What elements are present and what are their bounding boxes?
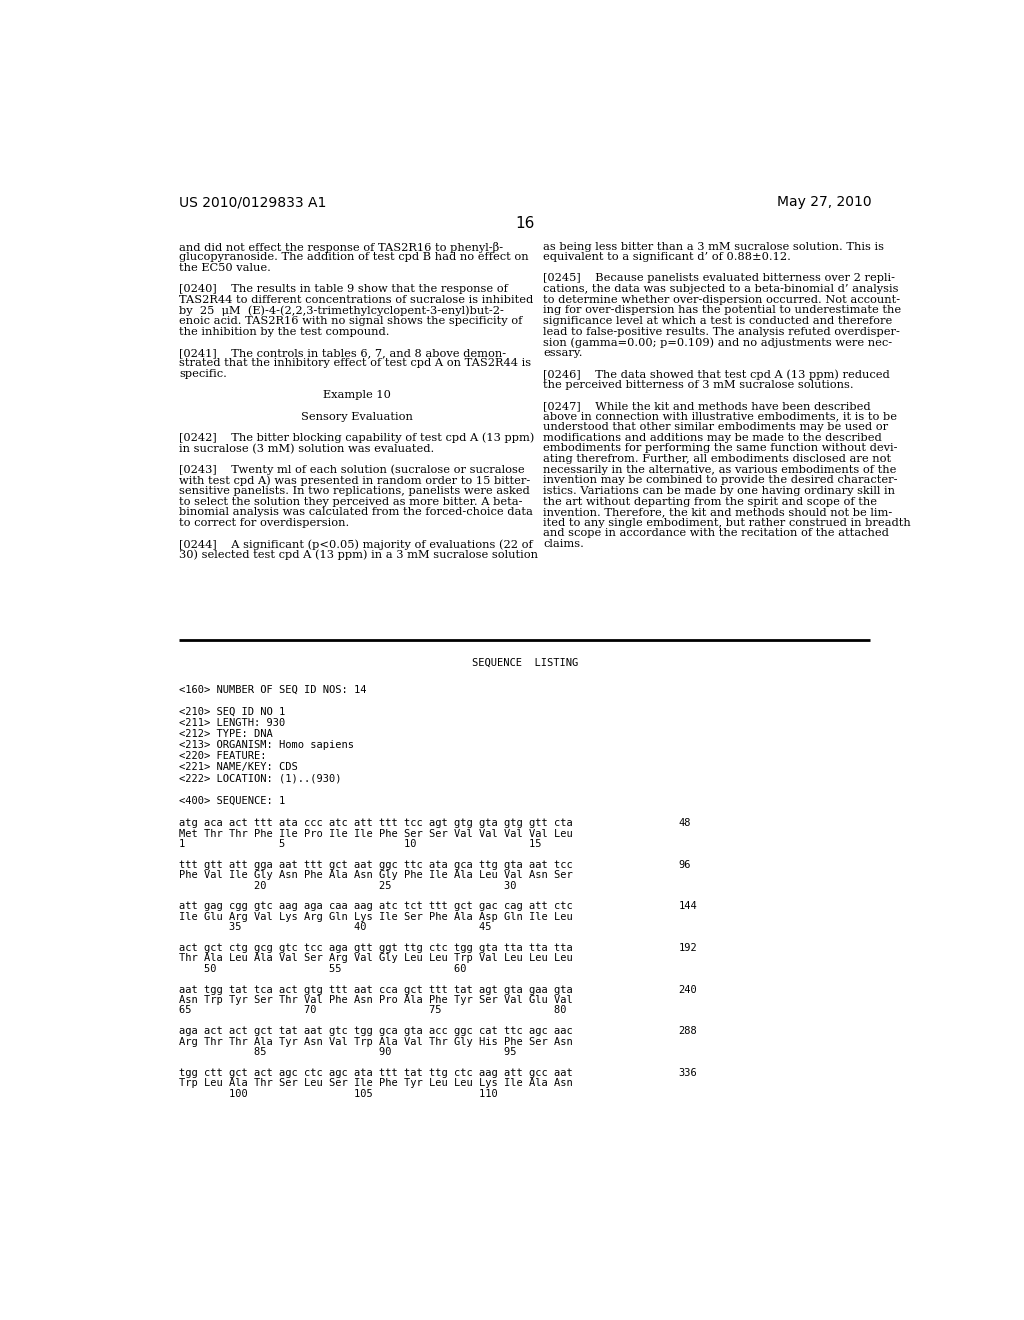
Text: the inhibition by the test compound.: the inhibition by the test compound. [179,326,390,337]
Text: act gct ctg gcg gtc tcc aga gtt ggt ttg ctc tgg gta tta tta tta: act gct ctg gcg gtc tcc aga gtt ggt ttg … [179,942,572,953]
Text: to select the solution they perceived as more bitter. A beta-: to select the solution they perceived as… [179,496,522,507]
Text: to correct for overdispersion.: to correct for overdispersion. [179,517,349,528]
Text: modifications and additions may be made to the described: modifications and additions may be made … [544,433,882,442]
Text: and did not effect the response of TAS2R16 to phenyl-β-: and did not effect the response of TAS2R… [179,242,503,252]
Text: 20                  25                  30: 20 25 30 [179,880,517,891]
Text: 100                 105                 110: 100 105 110 [179,1089,498,1098]
Text: Sensory Evaluation: Sensory Evaluation [301,412,414,421]
Text: 192: 192 [678,942,697,953]
Text: 65                  70                  75                  80: 65 70 75 80 [179,1006,566,1015]
Text: aga act act gct tat aat gtc tgg gca gta acc ggc cat ttc agc aac: aga act act gct tat aat gtc tgg gca gta … [179,1026,572,1036]
Text: <220> FEATURE:: <220> FEATURE: [179,751,266,762]
Text: essary.: essary. [544,348,583,358]
Text: [0247]    While the kit and methods have been described: [0247] While the kit and methods have be… [544,401,871,411]
Text: 35                  40                  45: 35 40 45 [179,923,492,932]
Text: Phe Val Ile Gly Asn Phe Ala Asn Gly Phe Ile Ala Leu Val Asn Ser: Phe Val Ile Gly Asn Phe Ala Asn Gly Phe … [179,870,572,880]
Text: att gag cgg gtc aag aga caa aag atc tct ttt gct gac cag att ctc: att gag cgg gtc aag aga caa aag atc tct … [179,902,572,911]
Text: with test cpd A) was presented in random order to 15 bitter-: with test cpd A) was presented in random… [179,475,530,486]
Text: 85                  90                  95: 85 90 95 [179,1047,517,1057]
Text: claims.: claims. [544,539,585,549]
Text: ttt gtt att gga aat ttt gct aat ggc ttc ata gca ttg gta aat tcc: ttt gtt att gga aat ttt gct aat ggc ttc … [179,859,572,870]
Text: [0240]    The results in table 9 show that the response of: [0240] The results in table 9 show that … [179,284,508,294]
Text: cations, the data was subjected to a beta-binomial d’ analysis: cations, the data was subjected to a bet… [544,284,899,294]
Text: ating therefrom. Further, all embodiments disclosed are not: ating therefrom. Further, all embodiment… [544,454,892,465]
Text: glucopyranoside. The addition of test cpd B had no effect on: glucopyranoside. The addition of test cp… [179,252,528,263]
Text: significance level at which a test is conducted and therefore: significance level at which a test is co… [544,315,893,326]
Text: the EC50 value.: the EC50 value. [179,263,271,273]
Text: lead to false-positive results. The analysis refuted overdisper-: lead to false-positive results. The anal… [544,326,900,337]
Text: 50                  55                  60: 50 55 60 [179,964,467,974]
Text: <221> NAME/KEY: CDS: <221> NAME/KEY: CDS [179,763,298,772]
Text: Trp Leu Ala Thr Ser Leu Ser Ile Phe Tyr Leu Leu Lys Ile Ala Asn: Trp Leu Ala Thr Ser Leu Ser Ile Phe Tyr … [179,1078,572,1088]
Text: US 2010/0129833 A1: US 2010/0129833 A1 [179,195,327,210]
Text: 1               5                   10                  15: 1 5 10 15 [179,840,542,849]
Text: atg aca act ttt ata ccc atc att ttt tcc agt gtg gta gtg gtt cta: atg aca act ttt ata ccc atc att ttt tcc … [179,818,572,828]
Text: ing for over-dispersion has the potential to underestimate the: ing for over-dispersion has the potentia… [544,305,901,315]
Text: [0246]    The data showed that test cpd A (13 ppm) reduced: [0246] The data showed that test cpd A (… [544,370,890,380]
Text: above in connection with illustrative embodiments, it is to be: above in connection with illustrative em… [544,412,897,421]
Text: embodiments for performing the same function without devi-: embodiments for performing the same func… [544,444,898,454]
Text: sion (gamma=0.00; p=0.109) and no adjustments were nec-: sion (gamma=0.00; p=0.109) and no adjust… [544,337,893,347]
Text: binomial analysis was calculated from the forced-choice data: binomial analysis was calculated from th… [179,507,534,517]
Text: <400> SEQUENCE: 1: <400> SEQUENCE: 1 [179,796,286,807]
Text: [0242]    The bitter blocking capability of test cpd A (13 ppm): [0242] The bitter blocking capability of… [179,433,535,444]
Text: and scope in accordance with the recitation of the attached: and scope in accordance with the recitat… [544,528,889,539]
Text: Asn Trp Tyr Ser Thr Val Phe Asn Pro Ala Phe Tyr Ser Val Glu Val: Asn Trp Tyr Ser Thr Val Phe Asn Pro Ala … [179,995,572,1005]
Text: sensitive panelists. In two replications, panelists were asked: sensitive panelists. In two replications… [179,486,529,496]
Text: invention. Therefore, the kit and methods should not be lim-: invention. Therefore, the kit and method… [544,507,893,517]
Text: May 27, 2010: May 27, 2010 [777,195,872,210]
Text: Met Thr Thr Phe Ile Pro Ile Ile Phe Ser Ser Val Val Val Val Leu: Met Thr Thr Phe Ile Pro Ile Ile Phe Ser … [179,829,572,838]
Text: 48: 48 [678,818,691,828]
Text: invention may be combined to provide the desired character-: invention may be combined to provide the… [544,475,898,486]
Text: 96: 96 [678,859,691,870]
Text: Thr Ala Leu Ala Val Ser Arg Val Gly Leu Leu Trp Val Leu Leu Leu: Thr Ala Leu Ala Val Ser Arg Val Gly Leu … [179,953,572,964]
Text: 30) selected test cpd A (13 ppm) in a 3 mM sucralose solution: 30) selected test cpd A (13 ppm) in a 3 … [179,549,539,560]
Text: 336: 336 [678,1068,697,1077]
Text: istics. Variations can be made by one having ordinary skill in: istics. Variations can be made by one ha… [544,486,895,496]
Text: the perceived bitterness of 3 mM sucralose solutions.: the perceived bitterness of 3 mM sucralo… [544,380,854,389]
Text: understood that other similar embodiments may be used or: understood that other similar embodiment… [544,422,889,432]
Text: [0245]    Because panelists evaluated bitterness over 2 repli-: [0245] Because panelists evaluated bitte… [544,273,895,284]
Text: in sucralose (3 mM) solution was evaluated.: in sucralose (3 mM) solution was evaluat… [179,444,434,454]
Text: <222> LOCATION: (1)..(930): <222> LOCATION: (1)..(930) [179,774,342,784]
Text: necessarily in the alternative, as various embodiments of the: necessarily in the alternative, as vario… [544,465,897,475]
Text: to determine whether over-dispersion occurred. Not account-: to determine whether over-dispersion occ… [544,294,900,305]
Text: TAS2R44 to different concentrations of sucralose is inhibited: TAS2R44 to different concentrations of s… [179,294,534,305]
Text: tgg ctt gct act agc ctc agc ata ttt tat ttg ctc aag att gcc aat: tgg ctt gct act agc ctc agc ata ttt tat … [179,1068,572,1077]
Text: <160> NUMBER OF SEQ ID NOS: 14: <160> NUMBER OF SEQ ID NOS: 14 [179,684,367,694]
Text: enoic acid. TAS2R16 with no signal shows the specificity of: enoic acid. TAS2R16 with no signal shows… [179,315,522,326]
Text: 144: 144 [678,902,697,911]
Text: Ile Glu Arg Val Lys Arg Gln Lys Ile Ser Phe Ala Asp Gln Ile Leu: Ile Glu Arg Val Lys Arg Gln Lys Ile Ser … [179,912,572,921]
Text: aat tgg tat tca act gtg ttt aat cca gct ttt tat agt gta gaa gta: aat tgg tat tca act gtg ttt aat cca gct … [179,985,572,994]
Text: 16: 16 [515,216,535,231]
Text: SEQUENCE  LISTING: SEQUENCE LISTING [472,657,578,668]
Text: Example 10: Example 10 [324,391,391,400]
Text: <213> ORGANISM: Homo sapiens: <213> ORGANISM: Homo sapiens [179,741,354,750]
Text: <211> LENGTH: 930: <211> LENGTH: 930 [179,718,286,727]
Text: [0243]    Twenty ml of each solution (sucralose or sucralose: [0243] Twenty ml of each solution (sucra… [179,465,524,475]
Text: as being less bitter than a 3 mM sucralose solution. This is: as being less bitter than a 3 mM sucralo… [544,242,885,252]
Text: equivalent to a significant d’ of 0.88±0.12.: equivalent to a significant d’ of 0.88±0… [544,252,792,263]
Text: specific.: specific. [179,370,227,379]
Text: <212> TYPE: DNA: <212> TYPE: DNA [179,729,273,739]
Text: 288: 288 [678,1026,697,1036]
Text: strated that the inhibitory effect of test cpd A on TAS2R44 is: strated that the inhibitory effect of te… [179,359,531,368]
Text: the art without departing from the spirit and scope of the: the art without departing from the spiri… [544,496,878,507]
Text: ited to any single embodiment, but rather construed in breadth: ited to any single embodiment, but rathe… [544,517,911,528]
Text: 240: 240 [678,985,697,994]
Text: [0244]    A significant (p<0.05) majority of evaluations (22 of: [0244] A significant (p<0.05) majority o… [179,539,532,549]
Text: Arg Thr Thr Ala Tyr Asn Val Trp Ala Val Thr Gly His Phe Ser Asn: Arg Thr Thr Ala Tyr Asn Val Trp Ala Val … [179,1036,572,1047]
Text: <210> SEQ ID NO 1: <210> SEQ ID NO 1 [179,706,286,717]
Text: [0241]    The controls in tables 6, 7, and 8 above demon-: [0241] The controls in tables 6, 7, and … [179,348,506,358]
Text: by  25  μM  (E)-4-(2,2,3-trimethylcyclopent-3-enyl)but-2-: by 25 μM (E)-4-(2,2,3-trimethylcyclopent… [179,305,504,315]
